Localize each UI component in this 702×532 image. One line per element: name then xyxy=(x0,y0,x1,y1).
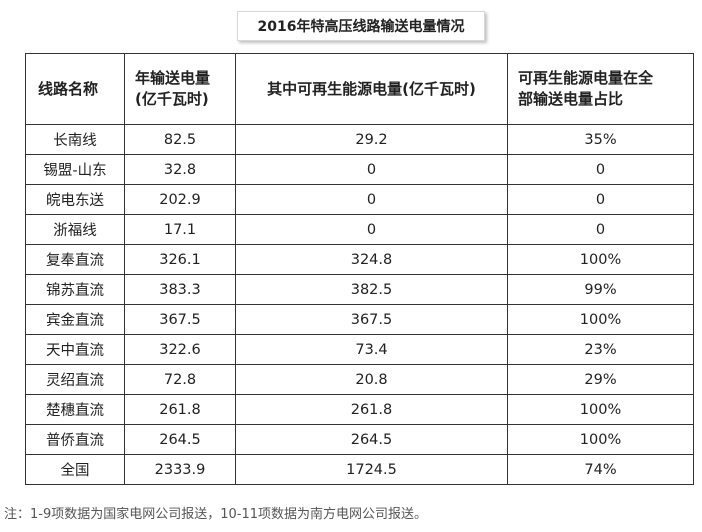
table-row: 复奉直流 326.1 324.8 100% xyxy=(25,244,694,275)
table-row: 长南线 82.5 29.2 35% xyxy=(25,124,694,155)
cell-line-name: 皖电东送 xyxy=(25,184,125,215)
cell-annual-volume: 82.5 xyxy=(124,124,236,155)
cell-annual-volume: 2333.9 xyxy=(124,454,236,485)
cell-line-name: 灵绍直流 xyxy=(25,364,125,395)
cell-renewable-volume: 382.5 xyxy=(235,274,508,305)
cell-renewable-share: 0 xyxy=(507,184,694,215)
cell-renewable-volume: 0 xyxy=(235,154,508,185)
cell-renewable-share: 100% xyxy=(507,394,694,425)
table-row: 浙福线 17.1 0 0 xyxy=(25,214,694,245)
cell-renewable-share: 100% xyxy=(507,244,694,275)
cell-renewable-volume: 261.8 xyxy=(235,394,508,425)
cell-line-name: 复奉直流 xyxy=(25,244,125,275)
header-share-line1: 可再生能源电量在全 xyxy=(518,69,654,87)
cell-renewable-share: 29% xyxy=(507,364,694,395)
cell-annual-volume: 202.9 xyxy=(124,184,236,215)
cell-renewable-share: 23% xyxy=(507,334,694,365)
cell-renewable-volume: 324.8 xyxy=(235,244,508,275)
cell-line-name: 宾金直流 xyxy=(25,304,125,335)
table-row: 锦苏直流 383.3 382.5 99% xyxy=(25,274,694,305)
cell-renewable-volume: 20.8 xyxy=(235,364,508,395)
header-annual-volume: 年输送电量 (亿千瓦时) xyxy=(124,53,236,125)
cell-renewable-volume: 264.5 xyxy=(235,424,508,455)
header-line-name: 线路名称 xyxy=(25,53,125,125)
cell-annual-volume: 264.5 xyxy=(124,424,236,455)
cell-annual-volume: 261.8 xyxy=(124,394,236,425)
cell-renewable-share: 0 xyxy=(507,214,694,245)
cell-line-name: 全国 xyxy=(25,454,125,485)
cell-renewable-share: 74% xyxy=(507,454,694,485)
cell-renewable-share: 99% xyxy=(507,274,694,305)
cell-annual-volume: 367.5 xyxy=(124,304,236,335)
table-row: 灵绍直流 72.8 20.8 29% xyxy=(25,364,694,395)
table-title: 2016年特高压线路输送电量情况 xyxy=(237,11,485,41)
header-share-line2: 部输送电量占比 xyxy=(518,90,624,108)
cell-line-name: 天中直流 xyxy=(25,334,125,365)
header-annual-line1: 年输送电量 xyxy=(135,69,211,87)
cell-line-name: 锦苏直流 xyxy=(25,274,125,305)
cell-annual-volume: 322.6 xyxy=(124,334,236,365)
table-row: 楚穗直流 261.8 261.8 100% xyxy=(25,394,694,425)
cell-annual-volume: 326.1 xyxy=(124,244,236,275)
cell-renewable-volume: 1724.5 xyxy=(235,454,508,485)
cell-renewable-share: 100% xyxy=(507,304,694,335)
table-row: 普侨直流 264.5 264.5 100% xyxy=(25,424,694,455)
cell-renewable-volume: 0 xyxy=(235,184,508,215)
cell-line-name: 长南线 xyxy=(25,124,125,155)
cell-annual-volume: 32.8 xyxy=(124,154,236,185)
header-renewable-volume: 其中可再生能源电量(亿千瓦时) xyxy=(235,53,508,125)
cell-renewable-volume: 0 xyxy=(235,214,508,245)
cell-line-name: 普侨直流 xyxy=(25,424,125,455)
cell-annual-volume: 72.8 xyxy=(124,364,236,395)
footnote: 注：1-9项数据为国家电网公司报送，10-11项数据为南方电网公司报送。 xyxy=(4,507,428,522)
cell-line-name: 楚穗直流 xyxy=(25,394,125,425)
cell-annual-volume: 17.1 xyxy=(124,214,236,245)
cell-renewable-volume: 367.5 xyxy=(235,304,508,335)
header-annual-line2: (亿千瓦时) xyxy=(135,90,209,108)
cell-annual-volume: 383.3 xyxy=(124,274,236,305)
table-row: 天中直流 322.6 73.4 23% xyxy=(25,334,694,365)
header-row: 线路名称 年输送电量 (亿千瓦时) 其中可再生能源电量(亿千瓦时) 可再生能源电量… xyxy=(25,53,694,125)
cell-line-name: 浙福线 xyxy=(25,214,125,245)
cell-renewable-share: 35% xyxy=(507,124,694,155)
table-row: 皖电东送 202.9 0 0 xyxy=(25,184,694,215)
cell-renewable-volume: 73.4 xyxy=(235,334,508,365)
table-body: 长南线 82.5 29.2 35% 锡盟-山东 32.8 0 0 皖电东送 202.9 0 0 浙福线 1… xyxy=(25,124,694,485)
cell-renewable-share: 0 xyxy=(507,154,694,185)
table-row: 全国 2333.9 1724.5 74% xyxy=(25,454,694,485)
cell-renewable-share: 100% xyxy=(507,424,694,455)
header-renewable-share: 可再生能源电量在全 部输送电量占比 xyxy=(507,53,694,125)
table-row: 锡盟-山东 32.8 0 0 xyxy=(25,154,694,185)
table-row: 宾金直流 367.5 367.5 100% xyxy=(25,304,694,335)
transmission-table: 线路名称 年输送电量 (亿千瓦时) 其中可再生能源电量(亿千瓦时) 可再生能源电量… xyxy=(25,53,694,485)
cell-renewable-volume: 29.2 xyxy=(235,124,508,155)
cell-line-name: 锡盟-山东 xyxy=(25,154,125,185)
